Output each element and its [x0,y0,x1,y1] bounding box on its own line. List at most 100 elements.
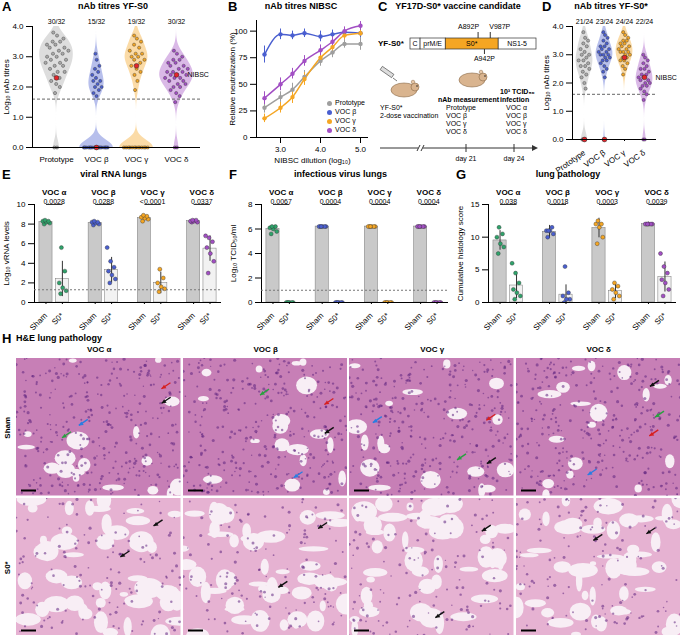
svg-text:NIBSC dilution (log₁₀): NIBSC dilution (log₁₀) [274,156,351,165]
svg-text:S0*: S0* [277,311,292,326]
svg-text:VOC β: VOC β [318,188,343,197]
svg-text:S0*: S0* [504,311,519,326]
svg-text:Sham: Sham [403,311,424,332]
svg-text:0.0: 0.0 [552,135,564,144]
svg-text:NS1-5: NS1-5 [507,40,527,47]
svg-text:Log₁₀ vRNA levels: Log₁₀ vRNA levels [2,221,11,286]
svg-text:VOC δ: VOC δ [622,148,647,169]
svg-text:30/32: 30/32 [48,18,66,25]
svg-text:Sham: Sham [28,311,49,332]
svg-text:24/24: 24/24 [616,18,634,25]
svg-text:C: C [413,40,418,47]
svg-text:1.0: 1.0 [12,113,24,122]
svg-text:0.0337: 0.0337 [191,198,213,205]
svg-text:A942P: A942P [474,55,495,62]
svg-text:50: 50 [239,80,248,89]
svg-text:5: 5 [475,265,480,274]
svg-text:day 24: day 24 [503,155,524,163]
svg-text:4.0: 4.0 [552,22,564,31]
svg-text:10: 10 [471,233,480,242]
svg-text:VOC γ: VOC γ [141,188,166,197]
svg-text:VOC γ: VOC γ [125,155,149,164]
svg-text:0.0003: 0.0003 [597,198,619,205]
svg-text:0.0004: 0.0004 [369,198,391,205]
svg-text:3.0: 3.0 [12,52,24,61]
svg-text:Relative neutralization (%): Relative neutralization (%) [228,32,237,126]
svg-text:15: 15 [471,200,480,209]
svg-text:22/24: 22/24 [636,18,654,25]
svg-text:75: 75 [239,53,248,62]
svg-text:0: 0 [475,298,480,307]
svg-text:NIBSC: NIBSC [656,74,677,81]
svg-text:<0.0001: <0.0001 [140,198,166,205]
svg-text:10: 10 [17,200,26,209]
svg-text:S0*: S0* [99,311,114,326]
svg-text:VOC β: VOC β [582,148,607,169]
svg-text:1.0: 1.0 [552,107,564,116]
svg-text:0: 0 [243,133,248,142]
svg-text:VOC α: VOC α [42,188,67,197]
svg-text:2: 2 [21,278,26,287]
svg-text:S0*: S0* [326,311,341,326]
svg-text:Sham: Sham [353,311,374,332]
svg-text:VOC α: VOC α [269,188,294,197]
svg-text:Prototype: Prototype [39,155,74,164]
svg-text:infection: infection [500,96,529,103]
svg-text:Sham: Sham [532,311,553,332]
svg-text:YF-S0*: YF-S0* [378,39,405,48]
svg-text:Sham: Sham [631,311,652,332]
svg-text:S0*: S0* [149,311,164,326]
svg-text:VOC β: VOC β [91,188,116,197]
svg-text:6: 6 [21,239,26,248]
svg-text:VOC γ: VOC γ [368,188,393,197]
svg-text:0.0288: 0.0288 [93,198,115,205]
svg-text:0.038: 0.038 [500,198,518,205]
svg-text:VOC γ: VOC γ [595,188,620,197]
svg-text:Cumulative histology score: Cumulative histology score [456,205,465,301]
svg-text:Log₁₀ nAb titres: Log₁₀ nAb titres [542,55,551,110]
svg-text:Sham: Sham [482,311,503,332]
svg-text:VOC γ: VOC γ [506,120,527,128]
svg-text:Log₁₀ nAb titres: Log₁₀ nAb titres [2,59,11,114]
svg-text:NIBSC: NIBSC [188,71,209,78]
svg-text:VOC δ: VOC δ [644,188,669,197]
svg-text:4: 4 [21,259,26,268]
svg-text:4.0: 4.0 [315,145,327,154]
svg-text:S0*: S0* [198,311,213,326]
svg-text:nAb measurement: nAb measurement [438,96,500,103]
svg-text:V987P: V987P [489,23,510,30]
svg-text:3.0: 3.0 [552,50,564,59]
svg-text:10³ TCID₅₀: 10³ TCID₅₀ [500,88,535,95]
svg-text:Sham: Sham [255,311,276,332]
svg-text:23/24: 23/24 [596,18,614,25]
svg-text:VOC β: VOC β [84,155,109,164]
svg-text:VOC γ: VOC γ [446,120,467,128]
svg-text:0.0067: 0.0067 [270,198,292,205]
svg-text:VOC β: VOC β [546,188,571,197]
svg-text:5.0: 5.0 [355,145,367,154]
svg-text:0: 0 [248,298,253,307]
svg-text:0: 0 [21,298,26,307]
svg-text:8: 8 [248,200,253,209]
svg-text:S0*: S0* [425,311,440,326]
svg-text:S0*: S0* [50,311,65,326]
svg-text:2: 2 [248,274,253,283]
svg-text:A892P: A892P [458,23,479,30]
svg-text:0.0004: 0.0004 [418,198,440,205]
svg-text:prM/E: prM/E [423,40,442,48]
svg-text:day 21: day 21 [455,155,476,163]
svg-text:2.0: 2.0 [552,79,564,88]
svg-text:2-dose vaccination: 2-dose vaccination [380,112,438,119]
svg-text:VOC δ: VOC δ [190,188,215,197]
svg-text:0.0004: 0.0004 [320,198,342,205]
svg-text:0.0039: 0.0039 [646,198,668,205]
svg-text:6: 6 [248,225,253,234]
svg-text:0.0: 0.0 [12,143,24,152]
svg-text:Sham: Sham [176,311,197,332]
svg-text:15/32: 15/32 [88,18,106,25]
svg-text:S0*: S0* [466,40,478,47]
svg-text:30/32: 30/32 [168,18,186,25]
svg-text:19/32: 19/32 [128,18,146,25]
svg-text:Sham: Sham [304,311,325,332]
svg-text:S0*: S0* [376,311,391,326]
